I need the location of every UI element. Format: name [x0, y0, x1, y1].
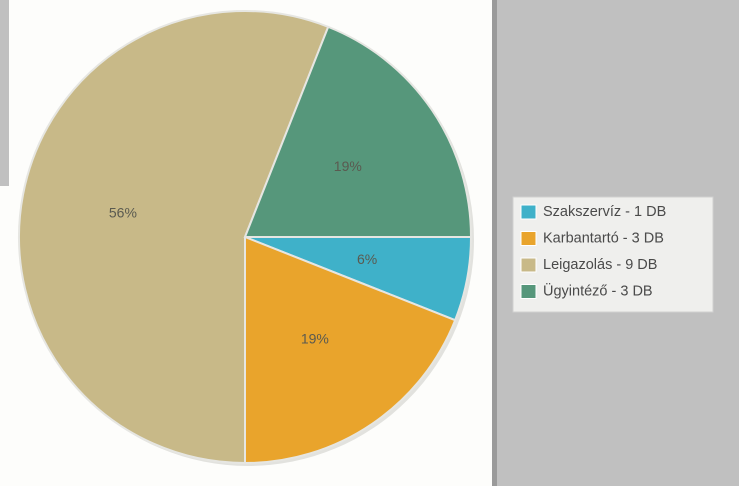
- legend-label: Szakszervíz - 1 DB: [543, 204, 666, 220]
- legend-label: Ügyintéző - 3 DB: [543, 281, 653, 299]
- legend-swatch: [520, 231, 537, 246]
- pie-slice: [244, 235, 457, 465]
- pie-slice: [243, 25, 473, 238]
- pie-slice: [18, 10, 330, 465]
- slice-label: 19%: [301, 331, 329, 347]
- side-strip: [0, 0, 9, 186]
- slice-label: 56%: [109, 204, 137, 220]
- legend: Szakszervíz - 1 DB Karbantartó - 3 DB Leig…: [520, 204, 666, 299]
- legend-label: Karbantartó - 3 DB: [543, 230, 664, 246]
- legend-swatch: [520, 284, 537, 299]
- slice-label: 19%: [334, 158, 362, 174]
- legend-swatch: [520, 204, 537, 220]
- pie: 6% 19% 56% 19%: [18, 10, 474, 466]
- legend-box: [512, 196, 714, 313]
- divider: [492, 0, 497, 486]
- legend-swatch: [520, 257, 537, 273]
- legend-label: Leigazolás - 9 DB: [543, 257, 657, 273]
- slice-label: 6%: [357, 251, 377, 267]
